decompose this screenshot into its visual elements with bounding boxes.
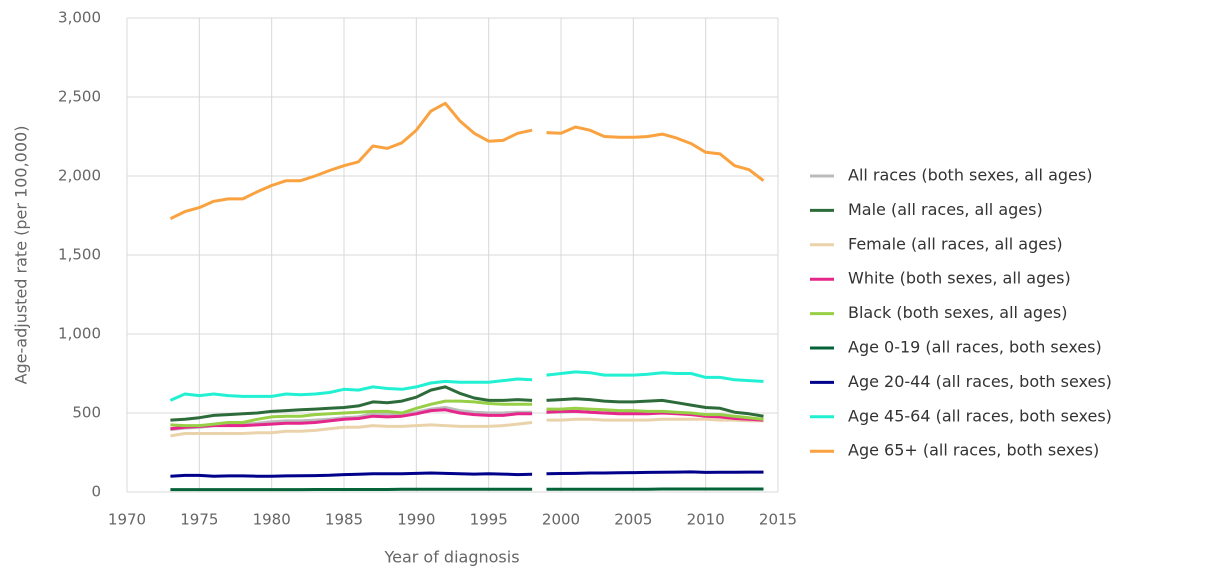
x-tick-label: 1995 [470,511,508,529]
series-line [170,408,764,431]
legend-label: All races (both sexes, all ages) [848,166,1092,185]
y-tick-label: 2,000 [58,167,101,185]
series-line [169,370,764,402]
series-line [170,470,764,478]
legend-label: Black (both sexes, all ages) [848,303,1067,322]
x-tick-label: 1980 [253,511,291,529]
x-tick-label: 2000 [542,511,580,529]
y-tick-label: 0 [91,483,101,501]
series-line [169,101,765,221]
legend-label: Age 20-44 (all races, both sexes) [848,372,1112,391]
y-tick-label: 3,000 [58,9,101,27]
x-tick-label: 2015 [759,511,797,529]
y-axis-title: Age-adjusted rate (per 100,000) [12,126,31,385]
x-tick-label: 1985 [325,511,363,529]
y-tick-label: 1,000 [58,325,101,343]
series-line [170,487,764,492]
legend-label: Age 65+ (all races, both sexes) [848,441,1099,460]
legend-label: White (both sexes, all ages) [848,269,1071,288]
legend-label: Age 0-19 (all races, both sexes) [848,338,1102,357]
legend-label: Age 45-64 (all races, both sexes) [848,406,1112,425]
y-tick-label: 500 [72,404,101,422]
series-line [170,417,764,438]
x-tick-label: 2010 [687,511,725,529]
x-tick-label: 2005 [614,511,652,529]
x-tick-label: 1975 [180,511,218,529]
y-tick-label: 2,500 [58,88,101,106]
x-tick-label: 1970 [108,511,146,529]
series-line [170,399,764,428]
series-line [170,385,764,422]
y-tick-label: 1,500 [58,246,101,264]
x-tick-label: 1990 [397,511,435,529]
legend-label: Female (all races, all ages) [848,234,1063,253]
legend-label: Male (all races, all ages) [848,200,1043,219]
x-axis-title: Year of diagnosis [383,548,519,567]
